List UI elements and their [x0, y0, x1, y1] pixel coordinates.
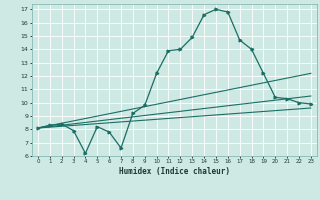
X-axis label: Humidex (Indice chaleur): Humidex (Indice chaleur): [119, 167, 230, 176]
